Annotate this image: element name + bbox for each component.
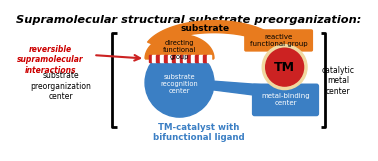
Text: directing
functional
group: directing functional group: [163, 40, 196, 60]
Bar: [207, 55, 211, 62]
Bar: [187, 55, 191, 62]
Text: reversible
supramolecular
interactions: reversible supramolecular interactions: [17, 45, 84, 75]
Polygon shape: [145, 34, 214, 59]
FancyBboxPatch shape: [244, 29, 313, 52]
Bar: [172, 55, 176, 62]
Bar: [156, 55, 160, 62]
Text: substrate: substrate: [181, 24, 230, 33]
Bar: [164, 55, 168, 62]
Polygon shape: [211, 81, 291, 100]
Circle shape: [262, 45, 307, 90]
Bar: [152, 55, 156, 62]
Text: TM-catalyst with
bifunctional ligand: TM-catalyst with bifunctional ligand: [153, 123, 244, 142]
Bar: [203, 55, 207, 62]
Circle shape: [266, 48, 304, 86]
Text: substrate
recognition
center: substrate recognition center: [161, 74, 198, 94]
Polygon shape: [147, 21, 280, 46]
Text: TM: TM: [274, 61, 295, 74]
Bar: [176, 55, 180, 62]
FancyBboxPatch shape: [252, 84, 319, 116]
Bar: [180, 55, 183, 62]
Text: reactive
functional group: reactive functional group: [250, 34, 307, 47]
Circle shape: [145, 48, 214, 117]
Text: substrate
preorganization
center: substrate preorganization center: [30, 71, 91, 101]
Bar: [183, 55, 187, 62]
Bar: [195, 55, 199, 62]
Bar: [191, 55, 195, 62]
Text: metal-binding
center: metal-binding center: [261, 93, 310, 106]
Text: Supramolecular structural substrate preorganization:: Supramolecular structural substrate preo…: [16, 15, 362, 25]
Bar: [168, 55, 172, 62]
Bar: [149, 55, 152, 62]
Text: catalytic
metal
center: catalytic metal center: [322, 66, 355, 96]
Bar: [160, 55, 164, 62]
Bar: [199, 55, 203, 62]
